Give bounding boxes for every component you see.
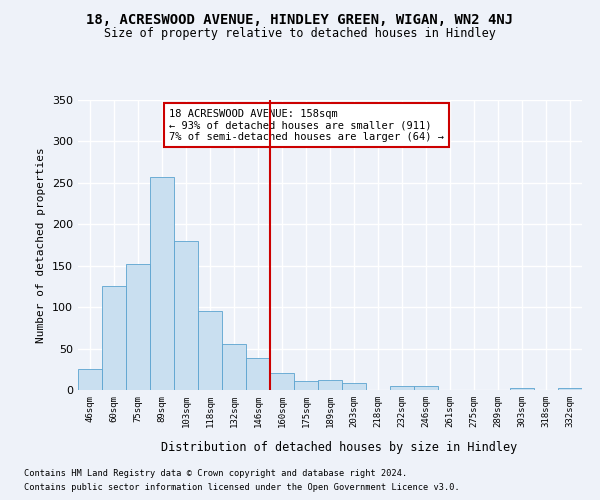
Bar (294, 381, 318, 390)
Bar (318, 380, 342, 390)
Text: Distribution of detached houses by size in Hindley: Distribution of detached houses by size … (161, 441, 517, 454)
Bar (510, 388, 534, 390)
Bar (222, 344, 246, 390)
Text: Size of property relative to detached houses in Hindley: Size of property relative to detached ho… (104, 28, 496, 40)
Bar (198, 312, 222, 390)
Text: Contains HM Land Registry data © Crown copyright and database right 2024.: Contains HM Land Registry data © Crown c… (24, 468, 407, 477)
Bar (342, 384, 366, 390)
Bar (78, 370, 102, 390)
Text: 18 ACRESWOOD AVENUE: 158sqm
← 93% of detached houses are smaller (911)
7% of sem: 18 ACRESWOOD AVENUE: 158sqm ← 93% of det… (169, 108, 444, 142)
Bar (414, 386, 438, 390)
Text: 18, ACRESWOOD AVENUE, HINDLEY GREEN, WIGAN, WN2 4NJ: 18, ACRESWOOD AVENUE, HINDLEY GREEN, WIG… (86, 12, 514, 26)
Text: Contains public sector information licensed under the Open Government Licence v3: Contains public sector information licen… (24, 484, 460, 492)
Y-axis label: Number of detached properties: Number of detached properties (37, 147, 46, 343)
Bar (270, 374, 294, 390)
Bar (390, 386, 414, 390)
Bar (246, 358, 270, 390)
Bar (150, 177, 174, 390)
Bar (174, 241, 198, 390)
Bar (126, 264, 150, 390)
Bar (558, 388, 582, 390)
Bar (102, 286, 126, 390)
